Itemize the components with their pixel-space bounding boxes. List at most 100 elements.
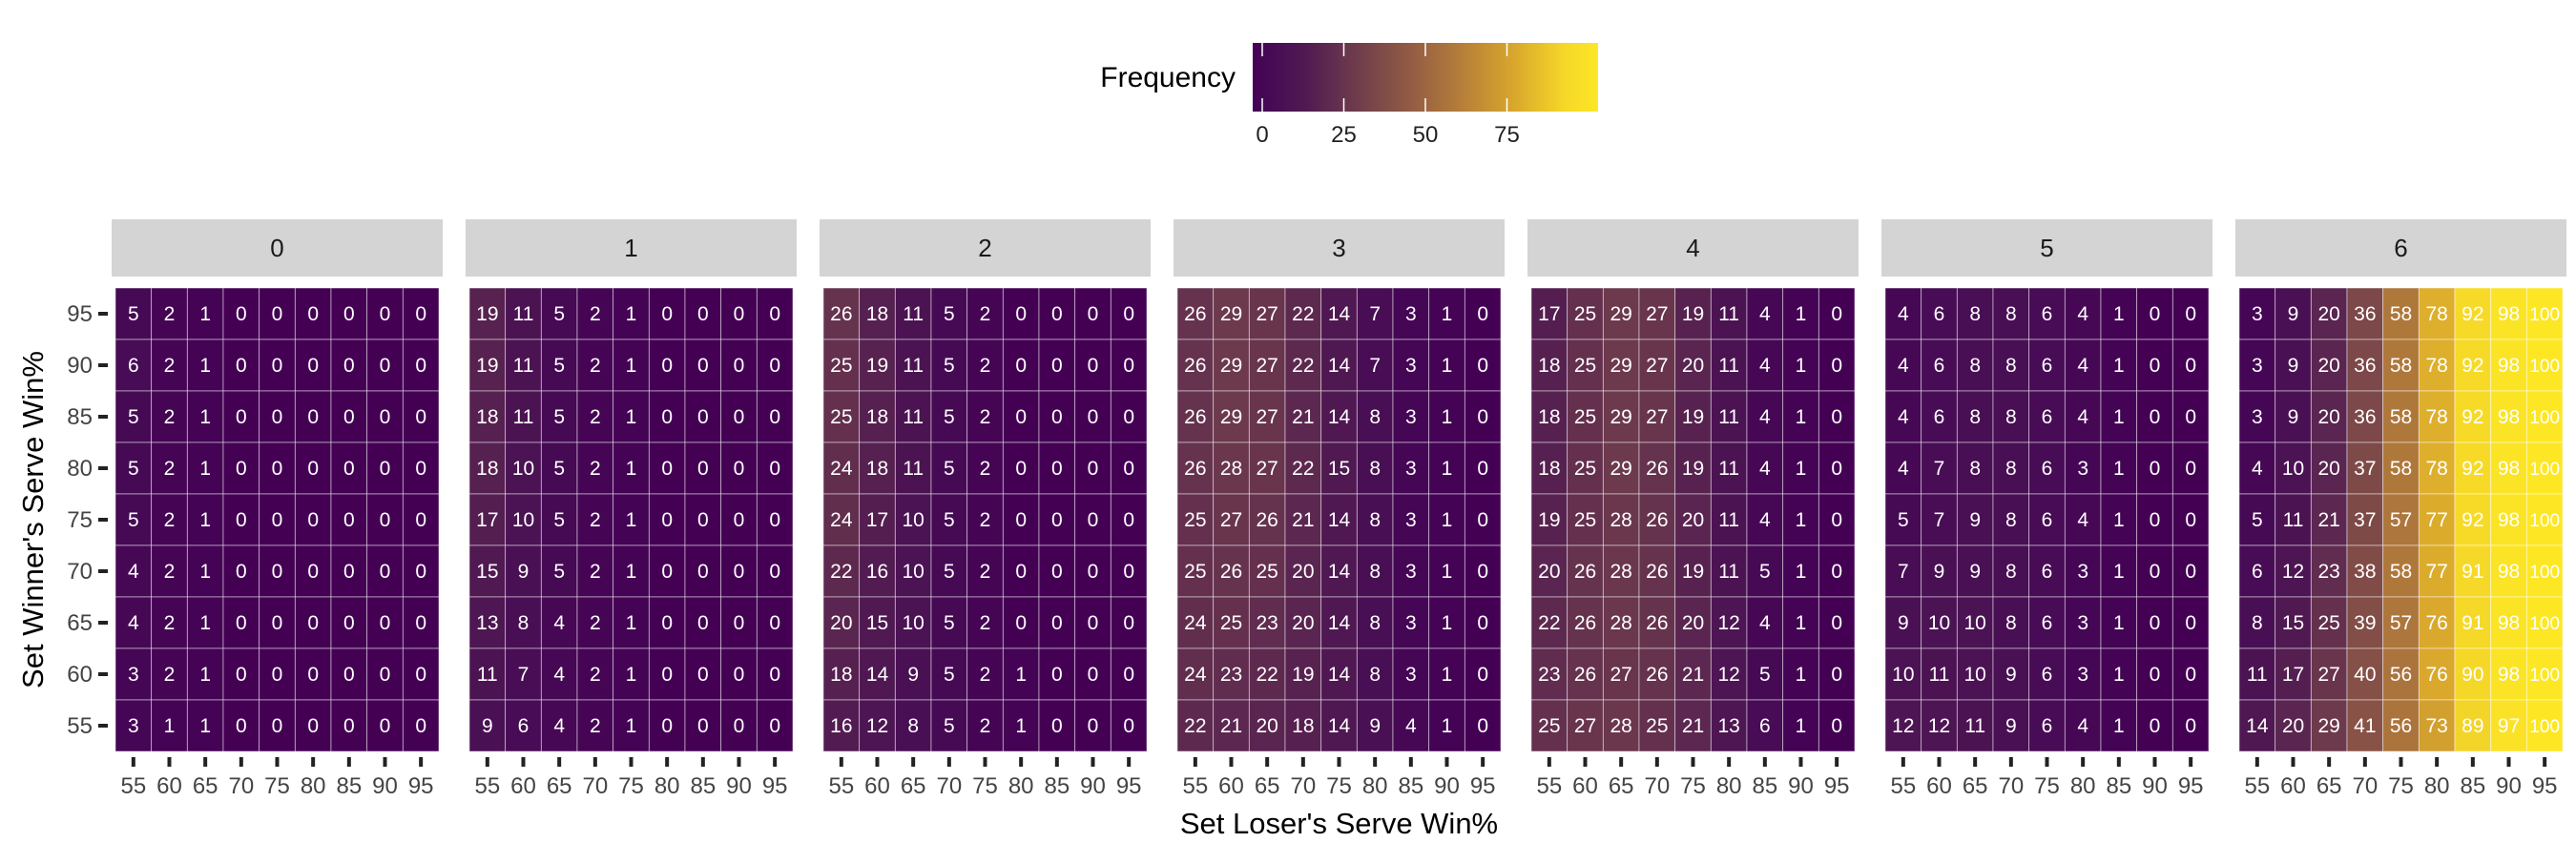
cell-value-label: 26 (1646, 458, 1668, 480)
heatmap-cell (366, 287, 404, 340)
cell-value-label: 4 (1759, 406, 1771, 428)
cell-value-label: 0 (769, 355, 780, 377)
heatmap-cell (294, 442, 332, 495)
cell-value-label: 100 (2529, 717, 2560, 737)
cell-value-label: 6 (2042, 406, 2053, 428)
cell-value-label: 20 (1292, 612, 1314, 634)
y-tick-label: 85 (67, 404, 93, 430)
cell-value-label: 4 (2077, 715, 2088, 737)
cell-value-label: 11 (1718, 509, 1739, 531)
heatmap-cell (2490, 339, 2527, 392)
cell-value-label: 0 (1123, 406, 1134, 428)
heatmap-cell (1921, 287, 1958, 340)
heatmap-cell (859, 442, 896, 495)
cell-value-label: 9 (1369, 715, 1381, 737)
heatmap-cell (859, 493, 896, 546)
heatmap-cell (1356, 699, 1394, 752)
cell-value-label: 0 (1477, 664, 1488, 686)
cell-value-label: 1 (199, 715, 211, 737)
heatmap-cell (756, 339, 794, 392)
cell-value-label: 11 (1718, 303, 1739, 325)
heatmap-cell (894, 339, 932, 392)
cell-value-label: 21 (1292, 509, 1314, 531)
heatmap-cell (2171, 493, 2210, 546)
cell-value-label: 26 (1646, 561, 1668, 583)
x-tick-label: 95 (1824, 773, 1850, 799)
cell-value-label: 0 (1088, 303, 1099, 325)
heatmap-cell (2454, 442, 2492, 495)
cell-value-label: 23 (1220, 664, 1242, 686)
cell-value-label: 6 (2042, 612, 2053, 634)
cell-value-label: 8 (2005, 458, 2017, 480)
cell-value-label: 0 (2150, 612, 2161, 634)
heatmap-cell (2525, 493, 2564, 546)
cell-value-label: 91 (2462, 612, 2483, 634)
cell-value-label: 2 (590, 406, 601, 428)
heatmap-cell (648, 647, 686, 701)
cell-value-label: 21 (1682, 715, 1704, 737)
cell-value-label: 13 (476, 612, 498, 634)
cell-value-label: 0 (2150, 458, 2161, 480)
y-tick-label: 65 (67, 610, 93, 636)
heatmap-cell (1921, 545, 1958, 598)
cell-value-label: 4 (2077, 406, 2088, 428)
cell-value-label: 0 (769, 664, 780, 686)
heatmap-cell (2238, 442, 2276, 495)
cell-value-label: 89 (2462, 715, 2483, 737)
cell-value-label: 5 (128, 509, 139, 531)
cell-value-label: 26 (1220, 561, 1242, 583)
cell-value-label: 0 (1477, 612, 1488, 634)
x-tick-label: 55 (1182, 773, 1208, 799)
cell-value-label: 5 (944, 612, 955, 634)
heatmap-cell (2454, 493, 2492, 546)
cell-value-label: 18 (476, 406, 498, 428)
x-tick-label: 75 (972, 773, 998, 799)
cell-value-label: 20 (1256, 715, 1278, 737)
heatmap-cell (1464, 493, 1502, 546)
x-tick-label: 95 (2532, 773, 2558, 799)
heatmap-cell (2490, 699, 2527, 752)
heatmap-cell (2346, 596, 2384, 649)
x-tick-label: 90 (1080, 773, 1106, 799)
facet-strip (1174, 219, 1505, 277)
heatmap-cell (1746, 647, 1784, 701)
cell-value-label: 100 (2529, 460, 2560, 480)
heatmap-cell (1074, 390, 1111, 443)
cell-value-label: 18 (866, 303, 888, 325)
cell-value-label: 1 (199, 303, 211, 325)
cell-value-label: 23 (1538, 664, 1560, 686)
cell-value-label: 1 (2113, 561, 2125, 583)
cell-value-label: 92 (2462, 458, 2483, 480)
cell-value-label: 0 (2185, 406, 2196, 428)
cell-value-label: 11 (903, 303, 924, 325)
cell-value-label: 10 (512, 458, 534, 480)
heatmap-cell (613, 442, 650, 495)
heatmap-cell (1956, 287, 1994, 340)
cell-value-label: 0 (661, 612, 673, 634)
cell-value-label: 19 (476, 303, 498, 325)
cell-value-label: 2 (164, 458, 176, 480)
cell-value-label: 0 (415, 715, 426, 737)
cell-value-label: 7 (1898, 561, 1909, 583)
heatmap-cell (330, 545, 368, 598)
cell-value-label: 25 (2317, 612, 2339, 634)
cell-value-label: 0 (697, 509, 709, 531)
cell-value-label: 17 (866, 509, 888, 531)
cell-value-label: 1 (164, 715, 176, 737)
heatmap-cell (1884, 699, 1922, 752)
heatmap-cell (684, 442, 722, 495)
cell-value-label: 4 (1759, 509, 1771, 531)
cell-value-label: 0 (307, 509, 319, 531)
heatmap-cell (684, 287, 722, 340)
heatmap-cell (2100, 287, 2138, 340)
cell-value-label: 76 (2425, 664, 2447, 686)
heatmap-cell (1884, 339, 1922, 392)
cell-value-label: 98 (2498, 458, 2520, 480)
y-tick-label: 80 (67, 456, 93, 482)
cell-value-label: 0 (2185, 458, 2196, 480)
cell-value-label: 18 (830, 664, 852, 686)
heatmap-cell (684, 699, 722, 752)
cell-value-label: 58 (2390, 406, 2412, 428)
heatmap-cell (2275, 287, 2312, 340)
heatmap-cell (2454, 287, 2492, 340)
